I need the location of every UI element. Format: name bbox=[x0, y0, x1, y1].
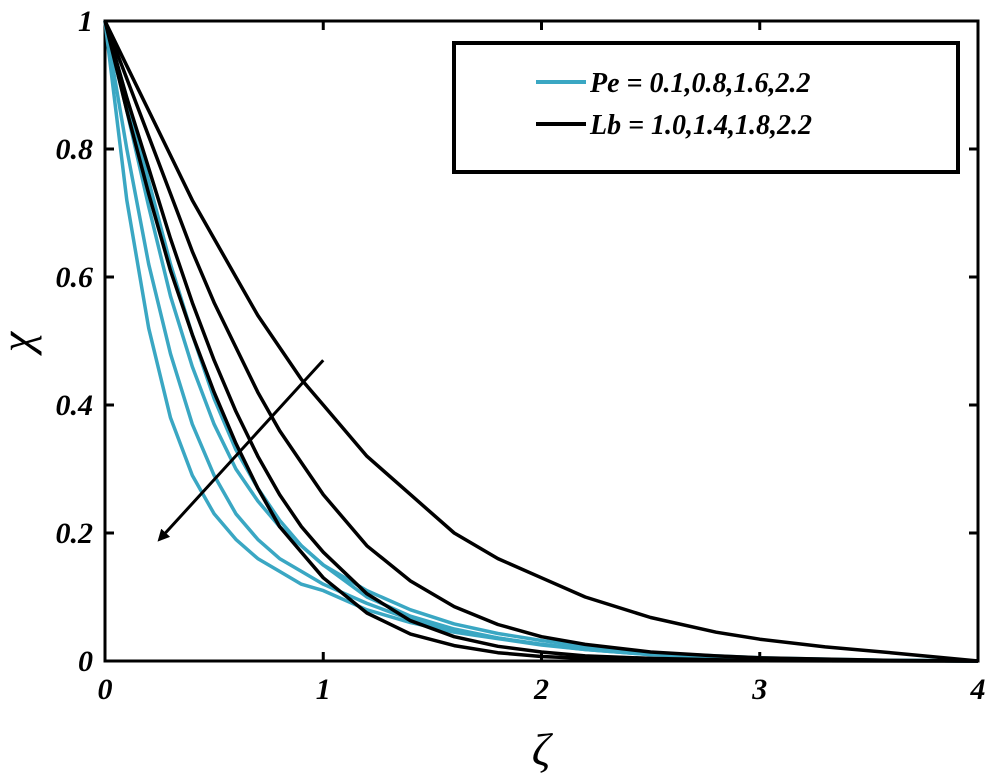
lb-series-line bbox=[103, 20, 979, 663]
x-axis-label: ζ bbox=[532, 724, 554, 775]
trend-arrow-line bbox=[157, 359, 325, 542]
trend-arrow bbox=[157, 359, 325, 542]
x-tick-label: 1 bbox=[316, 673, 331, 706]
curves bbox=[103, 20, 979, 663]
y-axis-label: χ bbox=[0, 330, 42, 356]
x-tick-label: 3 bbox=[751, 673, 767, 706]
x-tick-label: 0 bbox=[98, 673, 113, 706]
lb-series-line bbox=[103, 20, 979, 663]
y-tick-label: 0.6 bbox=[56, 261, 94, 294]
y-tick-label: 1 bbox=[78, 5, 93, 38]
legend-label: Lb = 1.0,1.4,1.8,2.2 bbox=[589, 110, 812, 141]
legend: Pe = 0.1,0.8,1.6,2.2 Lb = 1.0,1.4,1.8,2.2 bbox=[452, 41, 960, 174]
y-tick-label: 0.8 bbox=[56, 133, 94, 166]
lb-series-line bbox=[103, 20, 979, 663]
legend-box bbox=[452, 41, 960, 174]
x-tick-label: 4 bbox=[970, 673, 986, 706]
y-tick-label: 0.4 bbox=[56, 389, 94, 422]
y-tick-label: 0.2 bbox=[56, 517, 94, 550]
y-tick-label: 0 bbox=[78, 645, 93, 678]
x-tick-label: 2 bbox=[533, 673, 549, 706]
legend-label: Pe = 0.1,0.8,1.6,2.2 bbox=[589, 68, 811, 99]
